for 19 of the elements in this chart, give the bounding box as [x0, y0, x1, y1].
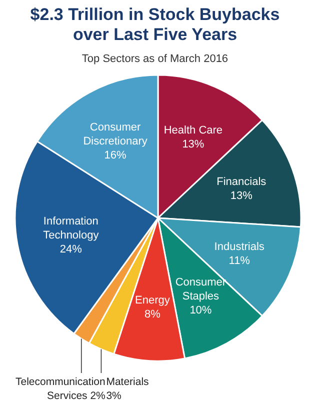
data-label: 3%: [106, 390, 122, 402]
slice-label: Health Care: [164, 124, 223, 137]
slice-label: Materials: [106, 376, 149, 388]
slice-label: Telecommunication Services 2%: [15, 376, 106, 402]
chart-subtitle: Top Sectors as of March 2016: [82, 53, 228, 65]
slice-label: Financials: [216, 176, 267, 188]
data-label: 11%: [228, 255, 250, 268]
slice-label: Energy: [135, 294, 170, 306]
data-label: 16%: [104, 149, 127, 162]
slice-label: Industrials: [214, 241, 265, 254]
data-label: 8%: [144, 308, 161, 320]
data-label: 13%: [182, 138, 204, 151]
data-label: 24%: [60, 244, 82, 256]
data-label: 10%: [190, 304, 212, 317]
slice-label: Consumer Staples: [175, 276, 226, 303]
slice-label: Consumer Discretionary: [83, 121, 148, 148]
slice-label: Information Technology: [43, 216, 100, 242]
chart-title: $2.3 Trillion in Stock Buybacks over Last Five Years: [30, 5, 280, 44]
data-label: 13%: [230, 190, 253, 202]
